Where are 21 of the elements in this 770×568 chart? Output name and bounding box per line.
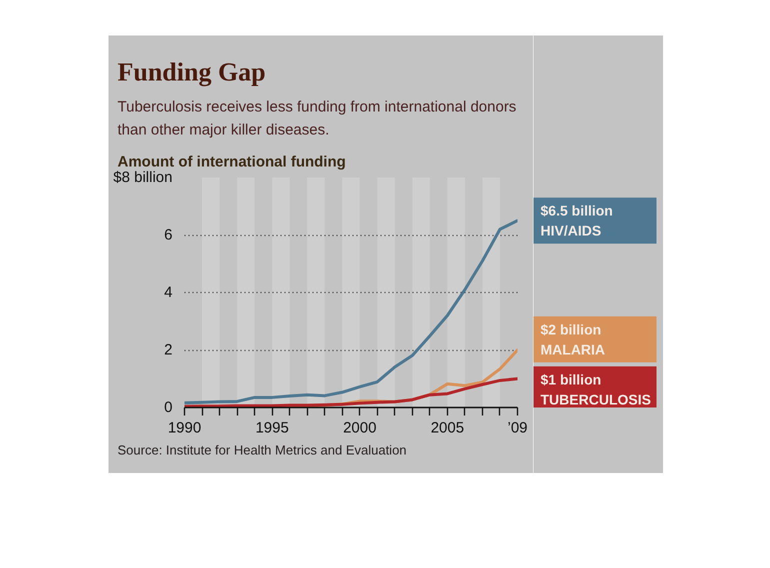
series-label: MALARIA xyxy=(540,341,606,358)
chart-subtitle: Tuberculosis receives less funding from international donors than other major killer diseases. xyxy=(118,98,516,138)
series-label: HIV/AIDS xyxy=(540,222,602,239)
data-label: $6.5 billion xyxy=(540,202,613,219)
x-tick-label: 1995 xyxy=(255,420,289,436)
y-tick-label: 6 xyxy=(164,226,172,244)
x-tick-label: ’09 xyxy=(507,420,528,436)
data-label: $1 billion xyxy=(540,371,602,388)
x-tick-label: 2000 xyxy=(343,420,376,436)
y-tick-label: $8 billion xyxy=(113,169,173,186)
y-axis-title: Amount of international funding xyxy=(118,154,346,170)
source-note: Source: Institute for Health Metrics and Evaluation xyxy=(118,442,407,458)
series-label: TUBERCULOSIS xyxy=(540,391,651,408)
y-tick-label: 4 xyxy=(164,284,172,301)
y-tick-label: 0 xyxy=(164,399,172,416)
x-tick-label: 2005 xyxy=(430,420,464,436)
x-tick-label: 1990 xyxy=(168,420,202,436)
data-label: $2 billion xyxy=(540,321,602,338)
line-series xyxy=(184,219,518,404)
y-tick-label: 2 xyxy=(164,342,172,358)
chart-title: Funding Gap xyxy=(118,58,266,86)
